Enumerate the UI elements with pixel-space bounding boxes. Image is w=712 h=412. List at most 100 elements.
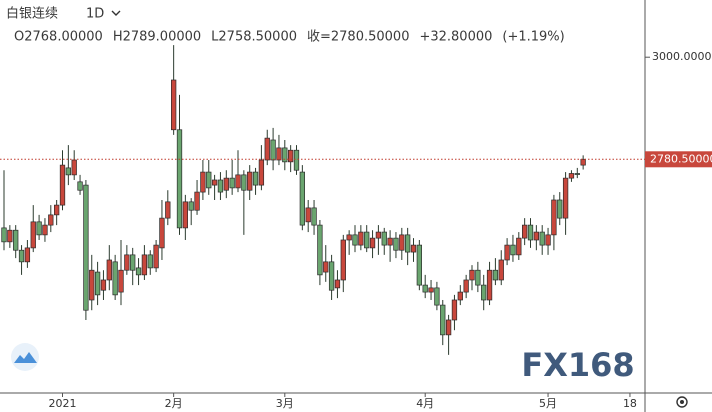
candle-body: [293, 149, 300, 171]
candle-body: [445, 319, 452, 336]
candle-body: [469, 269, 475, 281]
candle-body: [375, 231, 382, 239]
candle-body: [124, 254, 130, 271]
last-price-box: [645, 151, 712, 168]
candle-body: [328, 261, 335, 291]
candle-body: [551, 199, 557, 236]
candle-body: [176, 129, 183, 229]
candle-body: [89, 269, 95, 301]
legend-text: O2768.00000: [14, 30, 103, 45]
candle-body: [381, 231, 387, 246]
candle-body: [106, 259, 112, 281]
candle-body: [276, 147, 282, 161]
candle-body: [258, 159, 265, 186]
candle-body: [334, 279, 341, 289]
candle-body: [112, 261, 118, 296]
candle-body: [1, 227, 7, 243]
candle-body: [288, 149, 294, 163]
candle-body: [71, 159, 77, 176]
candle-body: [42, 224, 48, 236]
x-tick-label: 5月: [539, 397, 557, 410]
candle-body: [562, 177, 569, 219]
candle-body: [247, 171, 253, 191]
candle-body: [521, 224, 528, 239]
legend-text: L2758.50000: [211, 30, 297, 45]
interval[interactable]: 1D: [86, 7, 104, 22]
candle-body: [83, 184, 89, 311]
candle-body: [568, 173, 575, 179]
candle-body: [574, 173, 580, 175]
candle-body: [364, 231, 370, 249]
candle-body: [229, 177, 235, 189]
candle-body: [18, 249, 25, 263]
candle-body: [206, 171, 212, 189]
x-tick-label: 18: [623, 397, 637, 410]
candle-body: [118, 269, 124, 293]
candle-body: [451, 299, 458, 321]
candle-body: [13, 229, 19, 251]
candle-body: [510, 244, 516, 256]
candle-body: [463, 279, 469, 293]
candle-body: [7, 229, 13, 243]
candle-body: [545, 234, 551, 246]
candle-body: [416, 244, 422, 286]
candle-body: [188, 201, 194, 211]
candle-body: [48, 214, 54, 226]
legend-text: (+1.19%): [502, 30, 564, 45]
candle-body: [24, 247, 31, 263]
candle-body: [352, 234, 358, 246]
candle-body: [200, 171, 206, 193]
candle-body: [100, 279, 107, 291]
candle-body: [346, 234, 352, 241]
x-tick-label: 2月: [165, 397, 183, 410]
candle-body: [434, 287, 440, 306]
ohlc-legend: O2768.00000 H2789.00000 L2758.50000 收=2780.…: [14, 30, 565, 45]
dropdown-icon[interactable]: [111, 10, 121, 16]
candle-body: [194, 191, 200, 211]
candle-body: [516, 237, 522, 256]
candle-body: [235, 174, 241, 189]
candle-body: [340, 239, 346, 281]
y-tick-label: 3000.00000: [652, 50, 712, 63]
candle-body: [393, 237, 399, 251]
candle-body: [153, 244, 159, 269]
candle-body: [428, 287, 434, 293]
watermark: FX168: [521, 346, 634, 384]
candle-body: [580, 158, 586, 166]
logo-icon[interactable]: [11, 343, 39, 371]
candle-body: [94, 271, 101, 296]
candle-body: [299, 171, 305, 226]
candle-body: [141, 254, 148, 276]
settings-icon[interactable]: [676, 396, 688, 408]
candle-body: [557, 199, 563, 219]
candle-body: [65, 167, 72, 176]
candle-body: [305, 207, 311, 223]
candle-body: [369, 237, 376, 249]
candle-body: [270, 139, 276, 161]
candle-body: [457, 291, 463, 301]
candle-body: [182, 201, 189, 229]
candle-body: [165, 201, 171, 219]
legend-text: H2789.00000: [113, 30, 201, 45]
candle-body: [498, 259, 504, 281]
candle-body: [59, 164, 66, 206]
candle-body: [323, 261, 329, 273]
candle-body: [252, 171, 259, 186]
candle-body: [211, 179, 218, 186]
candle-body: [527, 224, 534, 241]
plot-area: [1, 45, 586, 355]
candle-body: [147, 254, 153, 269]
candle-body: [311, 207, 317, 226]
last-price-label: 2780.50000: [650, 152, 712, 165]
candle-body: [533, 231, 539, 241]
symbol-title[interactable]: 白银连续: [6, 6, 58, 22]
candle-body: [539, 231, 545, 246]
candle-body: [36, 221, 42, 236]
candle-body: [475, 269, 481, 286]
legend-text: +32.80000: [419, 30, 492, 45]
candle-body: [440, 304, 446, 336]
candle-body: [217, 179, 224, 193]
candle-body: [282, 147, 288, 163]
